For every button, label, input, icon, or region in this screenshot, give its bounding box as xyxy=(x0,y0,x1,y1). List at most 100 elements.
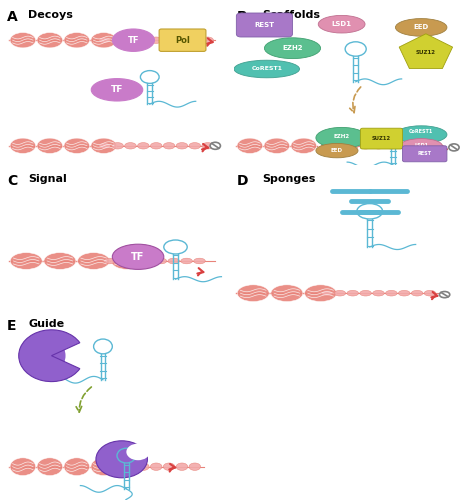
Ellipse shape xyxy=(37,458,63,475)
Ellipse shape xyxy=(129,258,141,264)
Ellipse shape xyxy=(176,37,188,44)
Ellipse shape xyxy=(360,142,372,149)
Text: Sponges: Sponges xyxy=(262,174,315,184)
Ellipse shape xyxy=(138,37,149,44)
Circle shape xyxy=(449,144,459,151)
Ellipse shape xyxy=(91,32,117,48)
Text: REST: REST xyxy=(418,152,431,156)
Ellipse shape xyxy=(334,142,346,149)
Ellipse shape xyxy=(202,142,213,149)
Ellipse shape xyxy=(64,138,89,154)
Ellipse shape xyxy=(64,458,89,475)
Ellipse shape xyxy=(163,37,175,44)
Ellipse shape xyxy=(99,463,110,470)
Ellipse shape xyxy=(189,463,201,470)
Ellipse shape xyxy=(112,29,154,52)
Text: A: A xyxy=(7,10,18,24)
Ellipse shape xyxy=(321,142,333,149)
Ellipse shape xyxy=(424,142,436,149)
Ellipse shape xyxy=(111,252,143,270)
Ellipse shape xyxy=(334,290,346,296)
Ellipse shape xyxy=(271,285,303,302)
Ellipse shape xyxy=(234,60,300,78)
Ellipse shape xyxy=(78,252,110,270)
Text: Signal: Signal xyxy=(28,174,67,184)
Ellipse shape xyxy=(386,142,397,149)
Text: EED: EED xyxy=(414,24,429,30)
Ellipse shape xyxy=(316,144,358,158)
Text: Decoys: Decoys xyxy=(28,10,73,20)
Circle shape xyxy=(210,142,220,150)
Ellipse shape xyxy=(424,290,436,296)
Ellipse shape xyxy=(395,18,447,36)
Circle shape xyxy=(439,292,450,298)
Ellipse shape xyxy=(150,463,162,470)
Text: TF: TF xyxy=(111,86,123,94)
Ellipse shape xyxy=(91,138,117,154)
Ellipse shape xyxy=(305,285,336,302)
Ellipse shape xyxy=(395,126,447,144)
Ellipse shape xyxy=(163,463,175,470)
Ellipse shape xyxy=(103,258,115,264)
Text: LSD1: LSD1 xyxy=(414,144,428,148)
Ellipse shape xyxy=(316,128,367,148)
Ellipse shape xyxy=(124,142,136,149)
Ellipse shape xyxy=(189,142,201,149)
Text: SUZ12: SUZ12 xyxy=(416,50,436,56)
Text: C: C xyxy=(7,174,17,188)
Ellipse shape xyxy=(373,142,384,149)
Ellipse shape xyxy=(411,290,423,296)
Text: EZH2: EZH2 xyxy=(282,45,303,51)
Ellipse shape xyxy=(112,244,164,270)
Text: LSD1: LSD1 xyxy=(332,21,351,27)
Ellipse shape xyxy=(386,290,397,296)
Ellipse shape xyxy=(10,252,42,270)
Ellipse shape xyxy=(44,252,76,270)
Ellipse shape xyxy=(124,37,136,44)
Ellipse shape xyxy=(411,142,423,149)
FancyBboxPatch shape xyxy=(402,146,447,162)
Ellipse shape xyxy=(176,463,188,470)
Ellipse shape xyxy=(163,142,175,149)
Wedge shape xyxy=(19,330,80,382)
Ellipse shape xyxy=(10,458,36,475)
Ellipse shape xyxy=(37,32,63,48)
Ellipse shape xyxy=(96,441,147,478)
Ellipse shape xyxy=(10,32,36,48)
Text: B: B xyxy=(236,10,247,24)
Text: Scaffolds: Scaffolds xyxy=(262,10,320,20)
Ellipse shape xyxy=(189,37,201,44)
Ellipse shape xyxy=(237,285,269,302)
Ellipse shape xyxy=(398,290,410,296)
Text: CoREST1: CoREST1 xyxy=(409,129,433,134)
Ellipse shape xyxy=(28,337,66,374)
Text: TF: TF xyxy=(132,252,145,262)
Ellipse shape xyxy=(138,463,149,470)
Ellipse shape xyxy=(138,142,149,149)
FancyBboxPatch shape xyxy=(236,13,292,37)
Ellipse shape xyxy=(155,258,167,264)
Ellipse shape xyxy=(398,142,410,149)
FancyBboxPatch shape xyxy=(360,128,402,149)
Text: E: E xyxy=(7,318,16,332)
Ellipse shape xyxy=(117,258,128,264)
Text: CoREST1: CoREST1 xyxy=(251,66,282,71)
Ellipse shape xyxy=(176,142,188,149)
Text: EZH2: EZH2 xyxy=(334,134,350,138)
Ellipse shape xyxy=(91,458,117,475)
Ellipse shape xyxy=(321,290,333,296)
Ellipse shape xyxy=(181,258,192,264)
Ellipse shape xyxy=(112,142,124,149)
Ellipse shape xyxy=(360,290,372,296)
Ellipse shape xyxy=(347,142,358,149)
Ellipse shape xyxy=(347,290,358,296)
Ellipse shape xyxy=(124,463,136,470)
Text: D: D xyxy=(236,174,248,188)
Ellipse shape xyxy=(10,138,36,154)
Ellipse shape xyxy=(237,138,263,154)
Text: TF: TF xyxy=(128,36,139,44)
Ellipse shape xyxy=(99,142,110,149)
Ellipse shape xyxy=(112,463,124,470)
Text: Guide: Guide xyxy=(28,318,64,328)
FancyBboxPatch shape xyxy=(159,29,206,52)
